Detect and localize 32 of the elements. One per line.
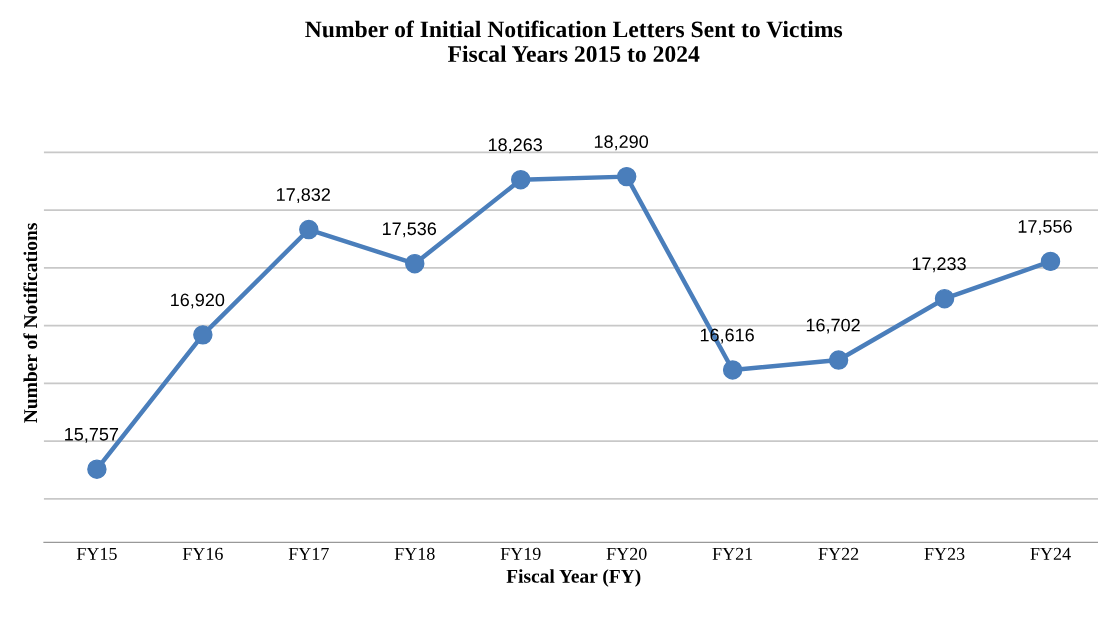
- chart-title: Number of Initial Notification Letters Sent to Victims Fiscal Years 2015 to 2024: [305, 20, 843, 63]
- x-tick-label: FY21: [712, 547, 753, 560]
- data-label: 17,233: [912, 257, 966, 273]
- data-label: 18,290: [594, 135, 649, 151]
- data-label: 17,536: [382, 222, 437, 238]
- x-tick-label: FY18: [394, 547, 435, 560]
- x-tick-label: FY20: [606, 547, 647, 560]
- x-tick-label: FY17: [288, 547, 329, 560]
- x-tick-label: FY24: [1030, 547, 1071, 560]
- point: [722, 360, 743, 380]
- data-label: 16,702: [806, 318, 860, 334]
- data-label: 16,920: [171, 293, 225, 309]
- point: [828, 350, 849, 370]
- y-axis-title: Number of Notifications: [23, 223, 38, 423]
- x-tick-label: FY16: [182, 547, 223, 560]
- point: [511, 170, 531, 190]
- point: [193, 325, 213, 345]
- x-tick-label: FY15: [76, 547, 117, 560]
- x-axis-title: Fiscal Year (FY): [506, 569, 641, 587]
- point: [1040, 251, 1061, 272]
- point: [405, 253, 425, 274]
- x-tick-label: FY23: [924, 547, 965, 560]
- x-tick-label: FY19: [500, 547, 541, 560]
- x-tick-label: FY22: [818, 547, 859, 560]
- data-label: 17,832: [277, 188, 330, 204]
- point: [299, 219, 319, 240]
- point: [87, 459, 107, 479]
- point: [616, 166, 637, 187]
- data-label: 15,757: [65, 428, 119, 443]
- data-label: 18,263: [488, 138, 542, 154]
- point: [934, 288, 955, 309]
- data-label: 17,556: [1018, 220, 1072, 235]
